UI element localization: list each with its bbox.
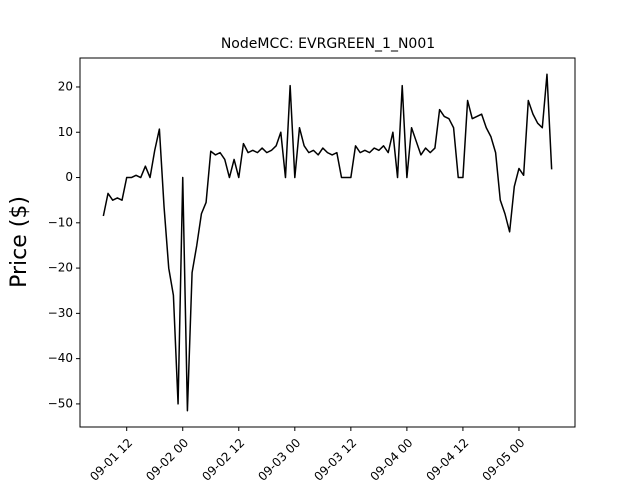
chart-title: NodeMCC: EVRGREEN_1_N001 <box>221 36 435 52</box>
price-line <box>102 73 553 412</box>
y-tick-label: 0 <box>65 170 73 184</box>
y-tick-label: −10 <box>48 215 73 229</box>
y-tick-label: 20 <box>58 79 73 93</box>
y-tick-label: −20 <box>48 261 73 275</box>
y-tick-label: 10 <box>58 125 73 139</box>
y-axis-label: Price ($) <box>7 196 32 288</box>
y-tick-label: −50 <box>48 396 73 410</box>
plot-frame <box>79 57 576 428</box>
y-tick-label: −40 <box>48 351 73 365</box>
y-tick-label: −30 <box>48 306 73 320</box>
